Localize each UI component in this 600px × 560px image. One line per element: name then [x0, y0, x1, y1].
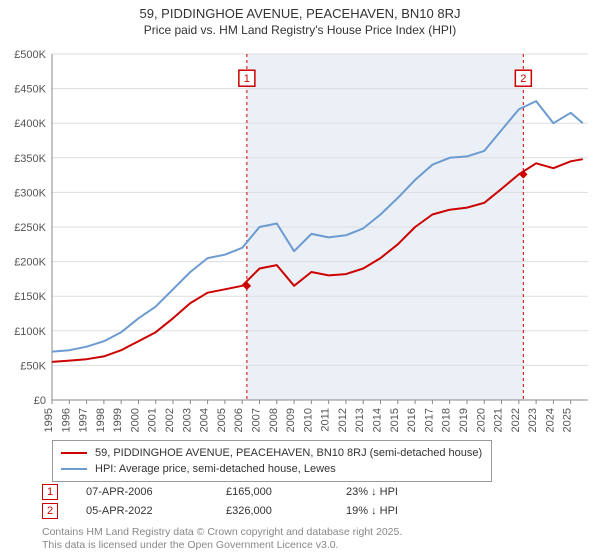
- sale-diff: 23% ↓ HPI: [346, 486, 466, 498]
- svg-text:2005: 2005: [216, 408, 228, 432]
- svg-text:£50K: £50K: [20, 360, 46, 372]
- svg-text:2015: 2015: [389, 408, 401, 432]
- svg-text:2009: 2009: [285, 408, 297, 432]
- svg-text:2024: 2024: [544, 408, 556, 432]
- table-row: 1 07-APR-2006 £165,000 23% ↓ HPI: [42, 482, 562, 501]
- svg-text:2016: 2016: [406, 408, 418, 432]
- chart-container: 59, PIDDINGHOE AVENUE, PEACEHAVEN, BN10 …: [0, 0, 600, 560]
- svg-text:2022: 2022: [510, 408, 522, 432]
- svg-text:1996: 1996: [60, 408, 72, 432]
- sale-marker-box: 1: [42, 484, 58, 500]
- svg-text:1997: 1997: [78, 408, 90, 432]
- sale-date: 07-APR-2006: [86, 486, 226, 498]
- legend: 59, PIDDINGHOE AVENUE, PEACEHAVEN, BN10 …: [52, 440, 492, 482]
- svg-text:2007: 2007: [250, 408, 262, 432]
- svg-text:2: 2: [520, 73, 526, 85]
- svg-text:£0: £0: [34, 395, 46, 407]
- svg-text:1999: 1999: [112, 408, 124, 432]
- sale-marker-box: 2: [42, 503, 58, 519]
- svg-text:£450K: £450K: [14, 84, 46, 96]
- title-line-2: Price paid vs. HM Land Registry's House …: [0, 23, 600, 37]
- svg-text:£100K: £100K: [14, 326, 46, 338]
- svg-text:2012: 2012: [337, 408, 349, 432]
- svg-text:2000: 2000: [129, 408, 141, 432]
- sale-diff: 19% ↓ HPI: [346, 505, 466, 517]
- svg-text:£300K: £300K: [14, 187, 46, 199]
- svg-text:2002: 2002: [164, 408, 176, 432]
- svg-text:2011: 2011: [320, 408, 332, 432]
- svg-text:2013: 2013: [354, 408, 366, 432]
- svg-text:2010: 2010: [302, 408, 314, 432]
- svg-text:2001: 2001: [147, 408, 159, 432]
- svg-text:2018: 2018: [441, 408, 453, 432]
- svg-text:2003: 2003: [181, 408, 193, 432]
- svg-text:2023: 2023: [527, 408, 539, 432]
- sale-price: £326,000: [226, 505, 346, 517]
- svg-text:£350K: £350K: [14, 153, 46, 165]
- svg-text:2021: 2021: [493, 408, 505, 432]
- chart-area: £0 £50K £100K £150K £200K £250K £300K £350K £400…: [0, 44, 600, 434]
- svg-text:£250K: £250K: [14, 222, 46, 234]
- svg-text:£500K: £500K: [14, 49, 46, 61]
- svg-text:2006: 2006: [233, 408, 245, 432]
- sales-table: 1 07-APR-2006 £165,000 23% ↓ HPI 2 05-AP…: [42, 482, 562, 520]
- svg-text:1998: 1998: [95, 408, 107, 432]
- svg-text:2019: 2019: [458, 408, 470, 432]
- svg-text:2014: 2014: [372, 408, 384, 432]
- legend-item: 59, PIDDINGHOE AVENUE, PEACEHAVEN, BN10 …: [61, 445, 483, 461]
- attribution: Contains HM Land Registry data © Crown c…: [42, 526, 572, 552]
- sale-price: £165,000: [226, 486, 346, 498]
- attribution-line: Contains HM Land Registry data © Crown c…: [42, 526, 572, 539]
- sale-date: 05-APR-2022: [86, 505, 226, 517]
- title-line-1: 59, PIDDINGHOE AVENUE, PEACEHAVEN, BN10 …: [0, 6, 600, 21]
- legend-item: HPI: Average price, semi-detached house,…: [61, 461, 483, 477]
- svg-text:2004: 2004: [199, 408, 211, 432]
- attribution-line: This data is licensed under the Open Gov…: [42, 539, 572, 552]
- svg-text:2017: 2017: [423, 408, 435, 432]
- svg-text:1995: 1995: [43, 408, 55, 432]
- svg-text:2025: 2025: [562, 408, 574, 432]
- svg-text:1: 1: [244, 73, 250, 85]
- legend-label: HPI: Average price, semi-detached house,…: [95, 463, 336, 475]
- legend-label: 59, PIDDINGHOE AVENUE, PEACEHAVEN, BN10 …: [95, 447, 482, 459]
- svg-text:£400K: £400K: [14, 118, 46, 130]
- legend-swatch: [61, 468, 87, 471]
- title-block: 59, PIDDINGHOE AVENUE, PEACEHAVEN, BN10 …: [0, 0, 600, 37]
- chart-svg: £0 £50K £100K £150K £200K £250K £300K £350K £400…: [0, 44, 600, 434]
- svg-text:£150K: £150K: [14, 291, 46, 303]
- svg-text:2008: 2008: [268, 408, 280, 432]
- svg-text:£200K: £200K: [14, 257, 46, 269]
- legend-swatch: [61, 452, 87, 455]
- table-row: 2 05-APR-2022 £326,000 19% ↓ HPI: [42, 501, 562, 520]
- svg-text:2020: 2020: [475, 408, 487, 432]
